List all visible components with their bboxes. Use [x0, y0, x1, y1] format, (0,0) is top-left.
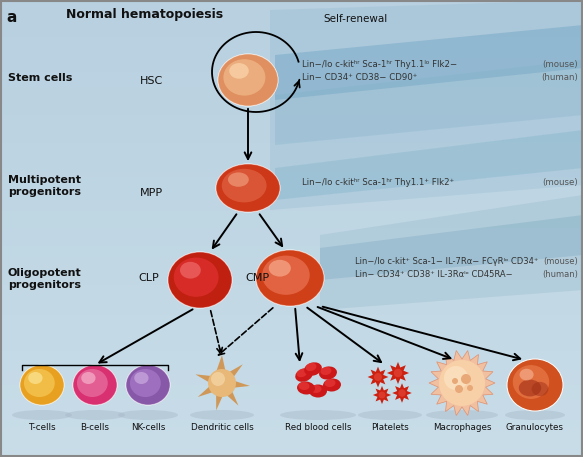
Ellipse shape: [295, 368, 312, 382]
Ellipse shape: [222, 169, 266, 202]
Ellipse shape: [218, 54, 278, 106]
Polygon shape: [429, 351, 495, 415]
Polygon shape: [392, 383, 412, 403]
Ellipse shape: [358, 410, 422, 420]
Ellipse shape: [305, 363, 317, 371]
Ellipse shape: [190, 410, 254, 420]
Text: (mouse): (mouse): [542, 60, 578, 69]
Ellipse shape: [126, 365, 170, 405]
Text: Red blood cells: Red blood cells: [285, 423, 351, 432]
Ellipse shape: [216, 164, 280, 212]
Circle shape: [398, 389, 406, 397]
Text: Multipotent
progenitors: Multipotent progenitors: [8, 175, 81, 197]
Circle shape: [374, 373, 382, 381]
Ellipse shape: [228, 172, 249, 187]
Text: (human): (human): [541, 73, 578, 82]
Text: a: a: [6, 10, 16, 25]
Ellipse shape: [223, 59, 265, 96]
Text: Self-renewal: Self-renewal: [323, 14, 387, 24]
Ellipse shape: [298, 382, 310, 390]
Polygon shape: [368, 367, 388, 388]
Ellipse shape: [513, 365, 549, 399]
Ellipse shape: [174, 258, 219, 297]
Ellipse shape: [325, 379, 335, 387]
Polygon shape: [275, 25, 583, 100]
Text: Macrophages: Macrophages: [433, 423, 491, 432]
Text: Platelets: Platelets: [371, 423, 409, 432]
Text: Lin− CD34⁺ CD38− CD90⁺: Lin− CD34⁺ CD38− CD90⁺: [302, 73, 417, 82]
Ellipse shape: [426, 410, 498, 420]
Ellipse shape: [180, 262, 201, 279]
Polygon shape: [195, 355, 250, 410]
Ellipse shape: [309, 384, 327, 398]
Circle shape: [394, 369, 402, 377]
Text: NK-cells: NK-cells: [131, 423, 165, 432]
Text: (human): (human): [542, 270, 578, 279]
Text: T-cells: T-cells: [28, 423, 56, 432]
Ellipse shape: [505, 410, 565, 420]
Polygon shape: [275, 130, 583, 200]
Circle shape: [455, 385, 463, 393]
Ellipse shape: [168, 252, 232, 308]
Ellipse shape: [323, 378, 341, 392]
Text: Lin− CD34⁺ CD38⁺ IL-3Rαˡᵒ CD45RA−: Lin− CD34⁺ CD38⁺ IL-3Rαˡᵒ CD45RA−: [355, 270, 512, 279]
Ellipse shape: [519, 369, 533, 380]
Ellipse shape: [20, 365, 64, 405]
Ellipse shape: [280, 410, 356, 420]
Ellipse shape: [262, 255, 310, 295]
Text: CLP: CLP: [138, 273, 159, 283]
Text: Granulocytes: Granulocytes: [506, 423, 564, 432]
Ellipse shape: [130, 369, 161, 397]
Circle shape: [452, 378, 458, 384]
Ellipse shape: [269, 260, 291, 276]
Ellipse shape: [297, 369, 307, 377]
Ellipse shape: [519, 380, 541, 397]
Ellipse shape: [24, 369, 55, 397]
Polygon shape: [320, 215, 583, 280]
Polygon shape: [387, 362, 409, 384]
Circle shape: [444, 366, 468, 390]
Text: (mouse): (mouse): [543, 257, 578, 266]
Ellipse shape: [28, 372, 43, 384]
Ellipse shape: [12, 410, 72, 420]
Text: Lin−/lo c-kit⁺ Sca-1− IL-7Rα− FCγRˡᵒ CD34⁺: Lin−/lo c-kit⁺ Sca-1− IL-7Rα− FCγRˡᵒ CD3…: [355, 257, 538, 266]
Ellipse shape: [311, 385, 321, 393]
Polygon shape: [270, 0, 583, 210]
Ellipse shape: [77, 369, 108, 397]
Ellipse shape: [134, 372, 149, 384]
Circle shape: [461, 374, 471, 384]
Ellipse shape: [304, 362, 322, 376]
Circle shape: [211, 372, 225, 386]
Ellipse shape: [321, 367, 332, 375]
Circle shape: [208, 369, 236, 397]
Text: Normal hematopoiesis: Normal hematopoiesis: [66, 8, 223, 21]
Ellipse shape: [319, 367, 337, 380]
Circle shape: [467, 385, 473, 391]
Ellipse shape: [256, 250, 324, 306]
Text: CMP: CMP: [245, 273, 269, 283]
Circle shape: [439, 360, 485, 406]
Ellipse shape: [229, 63, 249, 79]
Text: Dendritic cells: Dendritic cells: [191, 423, 254, 432]
Ellipse shape: [507, 359, 563, 411]
Ellipse shape: [65, 410, 125, 420]
Ellipse shape: [118, 410, 178, 420]
Text: MPP: MPP: [140, 188, 163, 198]
Ellipse shape: [81, 372, 96, 384]
Circle shape: [378, 392, 385, 399]
Ellipse shape: [73, 365, 117, 405]
Text: B-cells: B-cells: [80, 423, 110, 432]
Ellipse shape: [297, 382, 315, 394]
Ellipse shape: [532, 382, 549, 396]
Polygon shape: [275, 60, 583, 145]
Polygon shape: [373, 386, 391, 404]
Text: HSC: HSC: [140, 76, 163, 86]
Text: Oligopotent
progenitors: Oligopotent progenitors: [8, 268, 82, 290]
Polygon shape: [320, 195, 583, 310]
Text: Lin−/lo c-kitʰʳ Sca-1ʰʳ Thy1.1⁺ Flk2⁺: Lin−/lo c-kitʰʳ Sca-1ʰʳ Thy1.1⁺ Flk2⁺: [302, 178, 454, 187]
Text: (mouse): (mouse): [542, 178, 578, 187]
Text: Lin−/lo c-kitʰʳ Sca-1ʰʳ Thy1.1ˡᵒ Flk2−: Lin−/lo c-kitʰʳ Sca-1ʰʳ Thy1.1ˡᵒ Flk2−: [302, 60, 457, 69]
Text: Stem cells: Stem cells: [8, 73, 72, 83]
